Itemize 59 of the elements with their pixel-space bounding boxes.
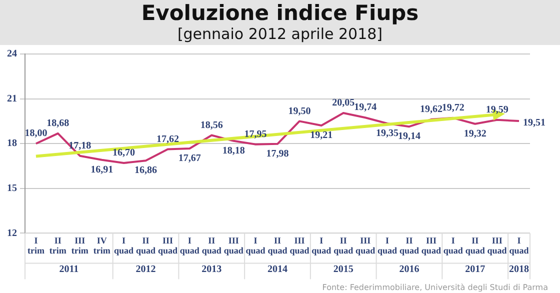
x-tick-label: IV trim <box>93 235 111 256</box>
data-label: 18,00 <box>24 128 48 140</box>
text: 2017 <box>465 264 486 275</box>
x-tick-label: I quad <box>114 235 134 256</box>
x-tick-label: III quad <box>356 235 376 256</box>
data-label: 19,74 <box>354 102 377 114</box>
x-tick-label: II quad <box>334 235 354 256</box>
x-tick-label: I quad <box>443 235 463 256</box>
data-label: 19,14 <box>398 131 420 142</box>
x-tick-label: I quad <box>509 235 529 256</box>
x-tick-label: II quad <box>399 235 420 256</box>
y-tick-label: 15 <box>7 182 17 194</box>
text: 2015 <box>333 264 354 275</box>
data-label: 19,50 <box>288 106 311 117</box>
x-tick-label: III quad <box>421 235 441 256</box>
x-tick-label: II trim <box>49 235 67 256</box>
data-label: 18,18 <box>222 145 245 156</box>
data-label: 17,98 <box>266 148 289 160</box>
y-tick-label: 12 <box>7 228 17 239</box>
x-tick-label: III quad <box>224 235 244 256</box>
data-label: 18,56 <box>200 120 223 131</box>
data-label: 19,35 <box>376 128 399 140</box>
x-tick-label: III quad <box>487 235 507 256</box>
x-tick-label: I trim <box>27 235 45 256</box>
source-note: Fonte: Federimmobiliare, Università degli Studi di Parma <box>322 283 548 292</box>
data-label: 16,86 <box>134 165 158 176</box>
data-label: 17,67 <box>178 153 201 164</box>
x-tick-label: II quad <box>136 235 156 256</box>
y-tick-label: 24 <box>7 48 17 60</box>
data-label: 19,32 <box>464 128 486 140</box>
text: 2014 <box>268 264 288 275</box>
chart-subtitle: [gennaio 2012 aprile 2018] <box>176 25 384 43</box>
x-tick-label: I quad <box>378 235 398 256</box>
x-tick-label: II quad <box>465 235 485 256</box>
text: 2011 <box>59 264 79 275</box>
data-label: 16,91 <box>90 164 114 176</box>
data-label: 19,21 <box>310 130 333 142</box>
data-label: 18,68 <box>46 118 70 130</box>
x-tick-label: III quad <box>290 235 310 256</box>
data-label: 19,72 <box>442 102 464 114</box>
data-label: 20,05 <box>332 98 355 109</box>
chart-title: Evoluzione indice Fiups <box>140 0 420 25</box>
y-tick-label: 18 <box>7 138 17 150</box>
data-label: 17,62 <box>156 134 179 145</box>
x-tick-label: III trim <box>71 235 89 256</box>
y-tick-label: 21 <box>7 93 17 104</box>
x-tick-label: III quad <box>158 235 178 256</box>
data-label: 19,62 <box>420 104 442 115</box>
text: 2013 <box>202 264 222 275</box>
x-tick-label: II quad <box>268 235 288 256</box>
x-tick-label: II quad <box>202 235 222 256</box>
x-tick-label: I quad <box>246 235 266 256</box>
data-label: 19,51 <box>523 118 546 129</box>
data-label: 16,70 <box>112 148 136 159</box>
text: 2012 <box>136 264 156 275</box>
x-tick-label: I quad <box>180 235 200 256</box>
text: 2016 <box>399 264 420 275</box>
x-tick-label: I quad <box>312 235 332 256</box>
text: 2018 <box>509 264 530 275</box>
